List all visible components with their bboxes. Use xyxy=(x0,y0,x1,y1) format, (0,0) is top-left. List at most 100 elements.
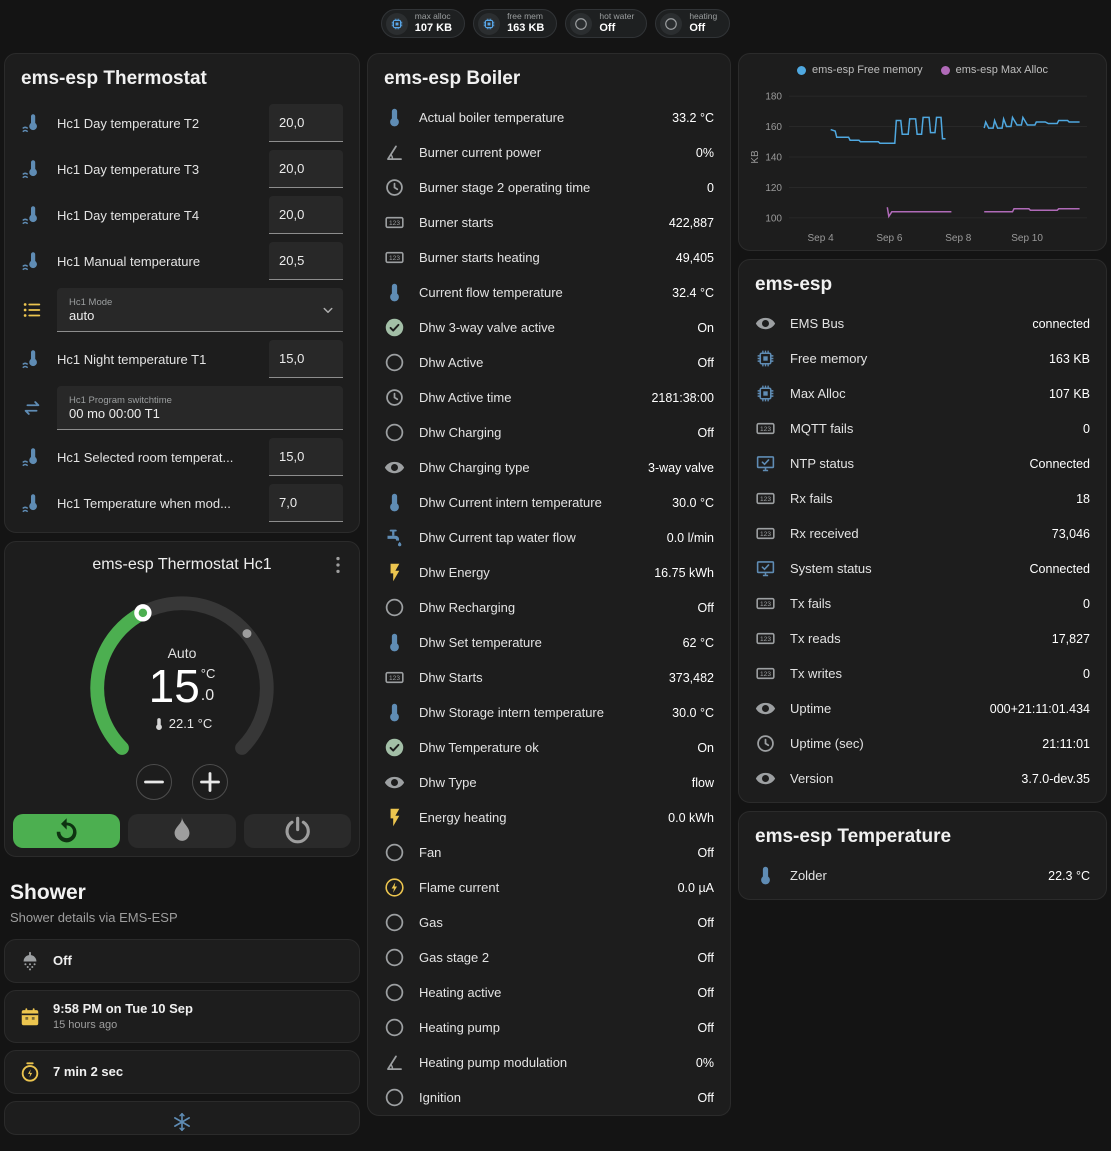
entity-label: Tx reads xyxy=(790,631,841,646)
hvac-off-button[interactable] xyxy=(243,814,351,848)
circle-icon xyxy=(384,422,405,443)
entity-row[interactable]: Version 3.7.0-dev.35 xyxy=(739,761,1106,796)
entity-row[interactable]: 123 Rx received 73,046 xyxy=(739,516,1106,551)
counter-icon: 123 xyxy=(755,488,776,509)
entity-row[interactable]: Dhw Active Off xyxy=(368,345,730,380)
badge-hot-water[interactable]: hot water Off xyxy=(565,9,648,38)
entity-row[interactable]: Dhw Set temperature 62 °C xyxy=(368,625,730,660)
entity-row[interactable]: Dhw Current intern temperature 30.0 °C xyxy=(368,485,730,520)
thermometer-icon xyxy=(384,282,405,303)
entity-label: Uptime (sec) xyxy=(790,736,864,751)
number-value: 20,0 xyxy=(279,207,305,222)
entity-row[interactable]: Uptime 000+21:11:01.434 xyxy=(739,691,1106,726)
entity-value: 3.7.0-dev.35 xyxy=(1021,771,1090,786)
number-input[interactable]: 20,0 xyxy=(269,150,343,188)
entity-row[interactable]: Dhw Active time 2181:38:00 xyxy=(368,380,730,415)
entity-row[interactable]: 123 Tx reads 17,827 xyxy=(739,621,1106,656)
entity-label: Ignition xyxy=(419,1090,461,1105)
shower-row[interactable]: Off xyxy=(4,939,360,983)
number-input[interactable]: 20,5 xyxy=(269,242,343,280)
entity-row[interactable]: Actual boiler temperature 33.2 °C xyxy=(368,100,730,135)
entity-row[interactable]: Uptime (sec) 21:11:01 xyxy=(739,726,1106,761)
shower-section-header: Shower Shower details via EMS-ESP xyxy=(4,865,360,939)
entity-row[interactable]: 123 Tx writes 0 xyxy=(739,656,1106,691)
entity-row[interactable]: 123 Burner starts heating 49,405 xyxy=(368,240,730,275)
number-input[interactable]: 15,0 xyxy=(269,340,343,378)
entity-row[interactable]: Burner stage 2 operating time 0 xyxy=(368,170,730,205)
legend-item[interactable]: ems-esp Max Alloc xyxy=(940,64,1048,76)
entity-row[interactable]: Dhw Recharging Off xyxy=(368,590,730,625)
entity-row[interactable]: 123 Burner starts 422,887 xyxy=(368,205,730,240)
more-menu-icon[interactable] xyxy=(327,554,349,576)
entity-row[interactable]: Dhw Temperature ok On xyxy=(368,730,730,765)
entity-row[interactable]: Dhw Energy 16.75 kWh xyxy=(368,555,730,590)
entity-row[interactable]: Energy heating 0.0 kWh xyxy=(368,800,730,835)
number-value: 20,0 xyxy=(279,115,305,130)
entity-label: Dhw Current tap water flow xyxy=(419,530,576,545)
entity-row[interactable]: Fan Off xyxy=(368,835,730,870)
circle-icon xyxy=(384,947,405,968)
entity-row[interactable]: Heating pump modulation 0% xyxy=(368,1045,730,1080)
entity-row[interactable]: NTP status Connected xyxy=(739,446,1106,481)
entity-value: Off xyxy=(697,950,714,965)
entity-row[interactable]: Dhw Charging Off xyxy=(368,415,730,450)
eye-icon xyxy=(384,457,405,478)
entity-label: Heating active xyxy=(419,985,502,1000)
entity-value: 0 xyxy=(1083,421,1090,436)
x-tick-label: Sep 4 xyxy=(808,233,835,244)
legend-item[interactable]: ems-esp Free memory xyxy=(797,64,923,76)
entity-row[interactable]: Free memory 163 KB xyxy=(739,341,1106,376)
number-input[interactable]: 15,0 xyxy=(269,438,343,476)
shower-row[interactable]: 7 min 2 sec xyxy=(4,1050,360,1095)
svg-text:123: 123 xyxy=(760,601,771,608)
entity-row[interactable]: Dhw Type flow xyxy=(368,765,730,800)
setting-row: Hc1 Selected room temperat... 15,0 xyxy=(5,434,359,480)
badge-free-mem[interactable]: free mem 163 KB xyxy=(473,9,558,38)
card-title: ems-esp Thermostat Hc1 xyxy=(92,556,272,573)
entity-row[interactable]: Burner current power 0% xyxy=(368,135,730,170)
entity-row[interactable]: Ignition Off xyxy=(368,1080,730,1115)
entity-row[interactable]: Heating active Off xyxy=(368,975,730,1010)
decrease-temp-button[interactable] xyxy=(136,764,172,800)
entity-row[interactable]: Zolder 22.3 °C xyxy=(739,858,1106,893)
entity-row[interactable]: Heating pump Off xyxy=(368,1010,730,1045)
increase-temp-button[interactable] xyxy=(192,764,228,800)
entity-row[interactable]: Dhw Storage intern temperature 30.0 °C xyxy=(368,695,730,730)
mode-select[interactable]: Hc1 Mode auto xyxy=(57,288,343,332)
entity-row[interactable]: Dhw Current tap water flow 0.0 l/min xyxy=(368,520,730,555)
field-value: auto xyxy=(69,307,95,323)
hvac-heat-button[interactable] xyxy=(128,814,236,848)
hvac-auto-button[interactable] xyxy=(13,814,121,848)
entity-row[interactable]: Dhw Charging type 3-way valve xyxy=(368,450,730,485)
entity-value: 0 xyxy=(1083,666,1090,681)
partial-climate-card[interactable] xyxy=(4,1101,360,1136)
entity-row[interactable]: Current flow temperature 32.4 °C xyxy=(368,275,730,310)
number-input[interactable]: 7,0 xyxy=(269,484,343,522)
badge-max-alloc[interactable]: max alloc 107 KB xyxy=(380,9,466,38)
section-title: Shower xyxy=(10,881,86,904)
shower-row[interactable]: 9:58 PM on Tue 10 Sep 15 hours ago xyxy=(4,990,360,1044)
counter-icon: 123 xyxy=(384,247,405,268)
number-input[interactable]: 20,0 xyxy=(269,196,343,234)
entity-row[interactable]: EMS Bus connected xyxy=(739,306,1106,341)
entity-label: Dhw 3-way valve active xyxy=(419,320,555,335)
entity-row[interactable]: Gas Off xyxy=(368,905,730,940)
entity-row[interactable]: 123 MQTT fails 0 xyxy=(739,411,1106,446)
thermostat-dial[interactable]: Auto 15 °C .0 22.1 °C xyxy=(76,582,288,794)
badge-heating[interactable]: heating Off xyxy=(655,9,731,38)
entity-row[interactable]: 123 Rx fails 18 xyxy=(739,481,1106,516)
entity-value: 422,887 xyxy=(668,215,714,230)
entity-row[interactable]: 123 Dhw Starts 373,482 xyxy=(368,660,730,695)
entity-row[interactable]: Max Alloc 107 KB xyxy=(739,376,1106,411)
entity-row[interactable]: System status Connected xyxy=(739,551,1106,586)
entity-label: Dhw Active xyxy=(419,355,484,370)
number-input[interactable]: 20,0 xyxy=(269,104,343,142)
entity-row[interactable]: 123 Tx fails 0 xyxy=(739,586,1106,621)
entity-value: 33.2 °C xyxy=(672,110,714,125)
entity-label: Current flow temperature xyxy=(419,285,563,300)
entity-row[interactable]: Dhw 3-way valve active On xyxy=(368,310,730,345)
switchtime-input[interactable]: Hc1 Program switchtime 00 mo 00:00 T1 xyxy=(57,386,343,430)
entity-row[interactable]: Gas stage 2 Off xyxy=(368,940,730,975)
memory-chart-card: ems-esp Free memory ems-esp Max Alloc 180… xyxy=(738,53,1107,251)
entity-row[interactable]: Flame current 0.0 µA xyxy=(368,870,730,905)
